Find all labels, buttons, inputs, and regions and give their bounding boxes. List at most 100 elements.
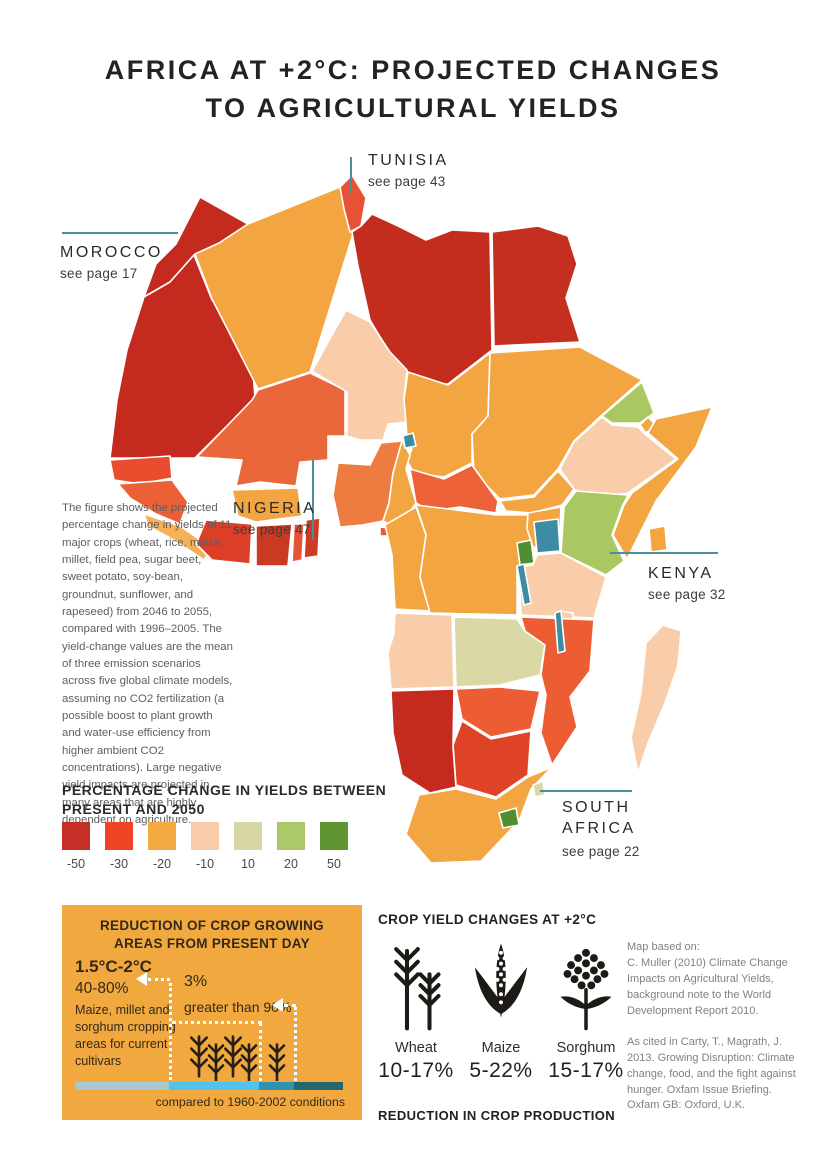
- legend-stop: 20: [277, 822, 305, 871]
- legend-swatch: [277, 822, 305, 850]
- legend-stop: -30: [105, 822, 133, 871]
- legend-stop: -20: [148, 822, 176, 871]
- crop-sorghum: Sorghum 15-17%: [546, 940, 626, 1083]
- country-label: MOROCCO: [60, 244, 163, 261]
- legend: -50 -30 -20 -10 10 20 50: [62, 822, 363, 871]
- crop-yields-title: CROP YIELD CHANGES AT +2°C: [378, 912, 597, 927]
- legend-value: -20: [152, 857, 172, 871]
- country-burkina-faso: [231, 487, 303, 523]
- crop-yields-row: Wheat 10-17%: [376, 940, 631, 1083]
- wheat-icon: [189, 1035, 209, 1078]
- wheat-icon: [268, 1043, 286, 1081]
- bar-segment: [259, 1082, 294, 1090]
- map-label-tunisia: TUNISIA see page 43: [368, 152, 449, 189]
- lake-chad: [402, 432, 417, 449]
- bar-segment: [294, 1082, 343, 1090]
- country-swaziland: [532, 780, 546, 798]
- south-africa-leader-line: [540, 790, 632, 792]
- legend-stop: 50: [320, 822, 348, 871]
- tunisia-leader-line: [350, 157, 352, 193]
- crop-name: Sorghum: [556, 1040, 616, 1056]
- crop-wheat: Wheat 10-17%: [376, 940, 456, 1083]
- scenario-temperature: 1.5°C-2°C: [75, 957, 152, 976]
- page-reference: see page 22: [562, 843, 640, 859]
- country-egypt: [491, 225, 581, 347]
- wheat-icon: [376, 940, 456, 1032]
- bar-segment: [169, 1082, 259, 1090]
- figure-description: The figure shows the projected percentag…: [62, 502, 233, 826]
- panel-title: REDUCTION OF CROP GROWING AREAS FROM PRE…: [99, 918, 324, 951]
- legend-swatch: [320, 822, 348, 850]
- scale-bar-caption: compared to 1960-2002 conditions: [155, 1095, 345, 1109]
- arrow-left-icon: [136, 972, 147, 986]
- country-somalia: [612, 406, 713, 560]
- country-ethiopia: [559, 416, 677, 500]
- source-citations: Map based on: C. Muller (2010) Climate C…: [627, 940, 802, 1114]
- kenya-leader-line: [610, 552, 718, 554]
- country-mozambique: [520, 616, 595, 766]
- legend-swatch: [148, 822, 176, 850]
- legend-value: -50: [66, 857, 86, 871]
- country-cote-divoire: [195, 519, 253, 565]
- scenario-description: Maize, millet and sorghum cropping areas…: [75, 1003, 176, 1068]
- country-label: NIGERIA: [233, 500, 317, 517]
- crop-yields-footer: REDUCTION IN CROP PRODUCTION: [378, 1108, 616, 1123]
- country-guinea: [117, 479, 189, 525]
- legend-value: 10: [241, 857, 255, 871]
- highlight-value: 3%: [184, 973, 208, 990]
- country-label: SOUTH AFRICA: [562, 799, 636, 837]
- page-title-line2: TO AGRICULTURAL YIELDS: [205, 92, 621, 123]
- country-sudan: [471, 346, 643, 500]
- scenario-block: 1.5°C-2°C 40-80% Maize, millet and sorgh…: [75, 957, 177, 1070]
- legend-value: -30: [109, 857, 129, 871]
- crop-value: 15-17%: [548, 1059, 624, 1082]
- conditions-scale-bar: [75, 1082, 343, 1090]
- legend-stop: -10: [191, 822, 219, 871]
- country-kenya: [560, 490, 629, 576]
- country-namibia: [390, 688, 457, 794]
- bar-segment: [75, 1082, 169, 1090]
- legend-value: 50: [327, 857, 341, 871]
- country-mali: [196, 372, 346, 487]
- page-title: AFRICA AT +2°C: PROJECTED CHANGES TO AGR…: [0, 52, 826, 128]
- lake-tanganyika: [516, 563, 532, 606]
- country-zimbabwe: [455, 686, 541, 738]
- scenario-range: 40-80%: [75, 980, 129, 997]
- legend-swatch: [105, 822, 133, 850]
- source-citation-1: Map based on: C. Muller (2010) Climate C…: [627, 941, 788, 1017]
- crop-value: 5-22%: [469, 1059, 533, 1082]
- dotted-line: [148, 978, 170, 981]
- legend-swatch: [234, 822, 262, 850]
- country-madagascar: [630, 624, 682, 774]
- dotted-line: [172, 1021, 262, 1024]
- map-label-nigeria: NIGERIA see page 47: [233, 500, 316, 537]
- wheat-icon: [240, 1043, 258, 1081]
- legend-swatch: [62, 822, 90, 850]
- country-sierra-leone-liberia: [143, 513, 213, 561]
- crop-name: Wheat: [395, 1040, 437, 1056]
- legend-stop: 10: [234, 822, 262, 871]
- country-ghana: [255, 523, 293, 567]
- arrow-left-icon: [272, 998, 283, 1012]
- country-drc: [415, 504, 533, 616]
- crop-name: Maize: [481, 1040, 521, 1056]
- country-libya: [351, 213, 493, 385]
- country-senegal: [109, 455, 173, 485]
- legend-swatch: [191, 822, 219, 850]
- maize-icon: [461, 940, 541, 1032]
- page-reference: see page 32: [648, 587, 726, 602]
- page-reference: see page 47: [233, 522, 311, 537]
- wheat-icon: [207, 1043, 225, 1081]
- highlight-description: greater than 90%: [184, 999, 292, 1015]
- lake-malawi: [554, 610, 566, 654]
- country-togo: [291, 523, 305, 563]
- legend-stop: -50: [62, 822, 90, 871]
- morocco-leader-line: [62, 232, 178, 234]
- map-label-morocco: MOROCCO see page 17: [60, 244, 163, 281]
- africa-map: [109, 174, 713, 864]
- crop-value: 10-17%: [378, 1059, 454, 1082]
- dotted-line: [284, 1004, 296, 1007]
- dotted-line: [294, 1007, 297, 1081]
- legend-value: 20: [284, 857, 298, 871]
